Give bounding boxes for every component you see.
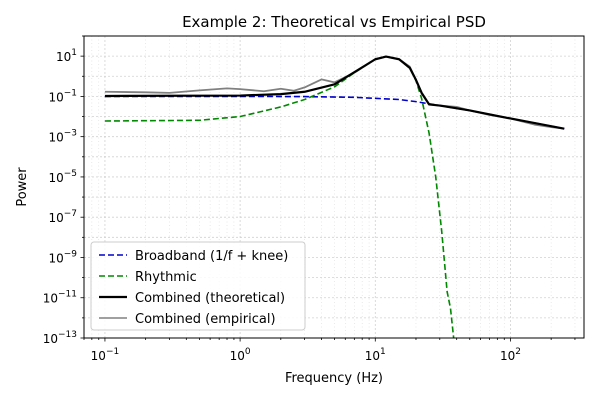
axes-frame bbox=[83, 35, 585, 339]
y-tick-label: 10−13 bbox=[43, 330, 77, 346]
y-tick-label: 10−3 bbox=[48, 129, 77, 145]
legend-label: Combined (theoretical) bbox=[135, 291, 285, 306]
x-tick-label: 101 bbox=[365, 347, 386, 363]
x-axis-label: Frequency (Hz) bbox=[285, 371, 383, 386]
y-tick-label: 10−5 bbox=[48, 169, 77, 185]
legend-label: Broadband (1/f + knee) bbox=[135, 249, 288, 264]
x-tick-label: 100 bbox=[230, 347, 251, 363]
axis-ticks: 10−1 100 101 102 101 10−1 10−3 10−5 10−7 10−9 10−1… bbox=[43, 35, 576, 363]
x-tick-label: 102 bbox=[500, 347, 521, 363]
y-tick-label: 101 bbox=[56, 48, 77, 64]
y-tick-label: 10−1 bbox=[48, 88, 77, 104]
legend: Broadband (1/f + knee) Rhythmic Combined (… bbox=[90, 241, 306, 331]
legend-label: Rhythmic bbox=[135, 270, 197, 285]
y-tick-label: 10−7 bbox=[48, 209, 77, 225]
y-tick-label: 10−11 bbox=[43, 290, 77, 306]
y-axis-label: Power bbox=[15, 167, 30, 207]
chart-title: Example 2: Theoretical vs Empirical PSD bbox=[182, 13, 486, 31]
series-line bbox=[104, 55, 565, 130]
legend-box bbox=[90, 241, 306, 331]
plot-area bbox=[104, 55, 565, 338]
x-tick-label: 10−1 bbox=[91, 347, 120, 363]
legend-label: Combined (empirical) bbox=[135, 312, 276, 327]
y-tick-label: 10−9 bbox=[48, 249, 77, 265]
